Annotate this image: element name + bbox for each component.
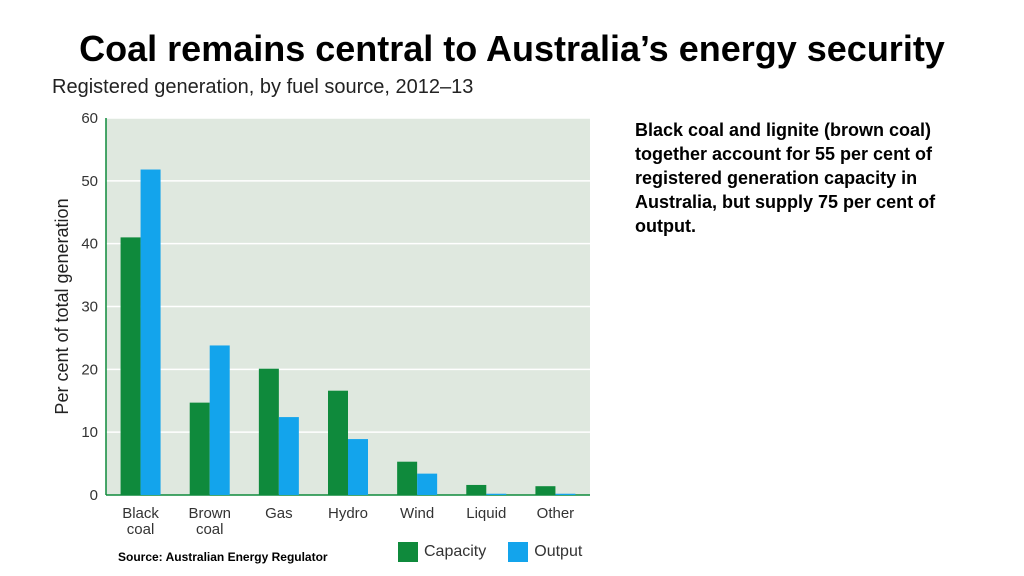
y-tick-label: 0	[90, 487, 98, 504]
y-tick-label: 10	[81, 424, 98, 441]
x-tick-label: Hydro	[328, 505, 368, 522]
chart-title: Registered generation, by fuel source, 2…	[52, 76, 474, 98]
x-tick-label: coal	[196, 521, 224, 538]
source-note: Source: Australian Energy Regulator	[118, 550, 328, 564]
x-tick-label: Wind	[400, 505, 434, 522]
bar-capacity	[466, 484, 487, 495]
x-tick-label: Black	[122, 505, 159, 522]
legend-item-capacity: Capacity	[398, 542, 486, 562]
bar-output	[417, 473, 438, 495]
side-note: Black coal and lignite (brown coal) toge…	[635, 120, 936, 236]
y-tick-label: 50	[81, 173, 98, 190]
bar-capacity	[120, 237, 141, 495]
legend-swatch-capacity	[398, 542, 418, 562]
legend-swatch-output	[508, 542, 529, 562]
legend-label-output: Output	[534, 543, 583, 560]
bar-capacity	[397, 461, 418, 495]
bar-output	[348, 439, 368, 495]
legend-item-output: Output	[508, 542, 582, 562]
bar-output	[278, 417, 299, 495]
bar-output	[209, 345, 230, 495]
y-axis-label: Per cent of total generation	[52, 198, 72, 414]
x-tick-label: coal	[127, 521, 155, 538]
chart-legend: Capacity Output	[398, 542, 604, 562]
bar-capacity	[328, 390, 348, 495]
bar-output	[140, 169, 161, 496]
x-tick-label: Gas	[265, 505, 293, 522]
bar-capacity	[189, 402, 210, 495]
y-tick-label: 60	[81, 110, 98, 127]
bar-capacity	[535, 486, 556, 495]
x-tick-label: Brown	[188, 505, 231, 522]
y-tick-label: 20	[81, 361, 98, 378]
legend-label-capacity: Capacity	[424, 543, 487, 560]
y-tick-label: 30	[81, 299, 98, 316]
bar-output	[555, 493, 576, 495]
bar-output	[486, 493, 507, 495]
slide-title: Coal remains central to Australia’s ener…	[79, 28, 945, 69]
x-tick-label: Other	[537, 505, 575, 522]
x-tick-label: Liquid	[466, 505, 506, 522]
y-tick-label: 40	[81, 236, 98, 253]
bar-capacity	[258, 368, 279, 495]
